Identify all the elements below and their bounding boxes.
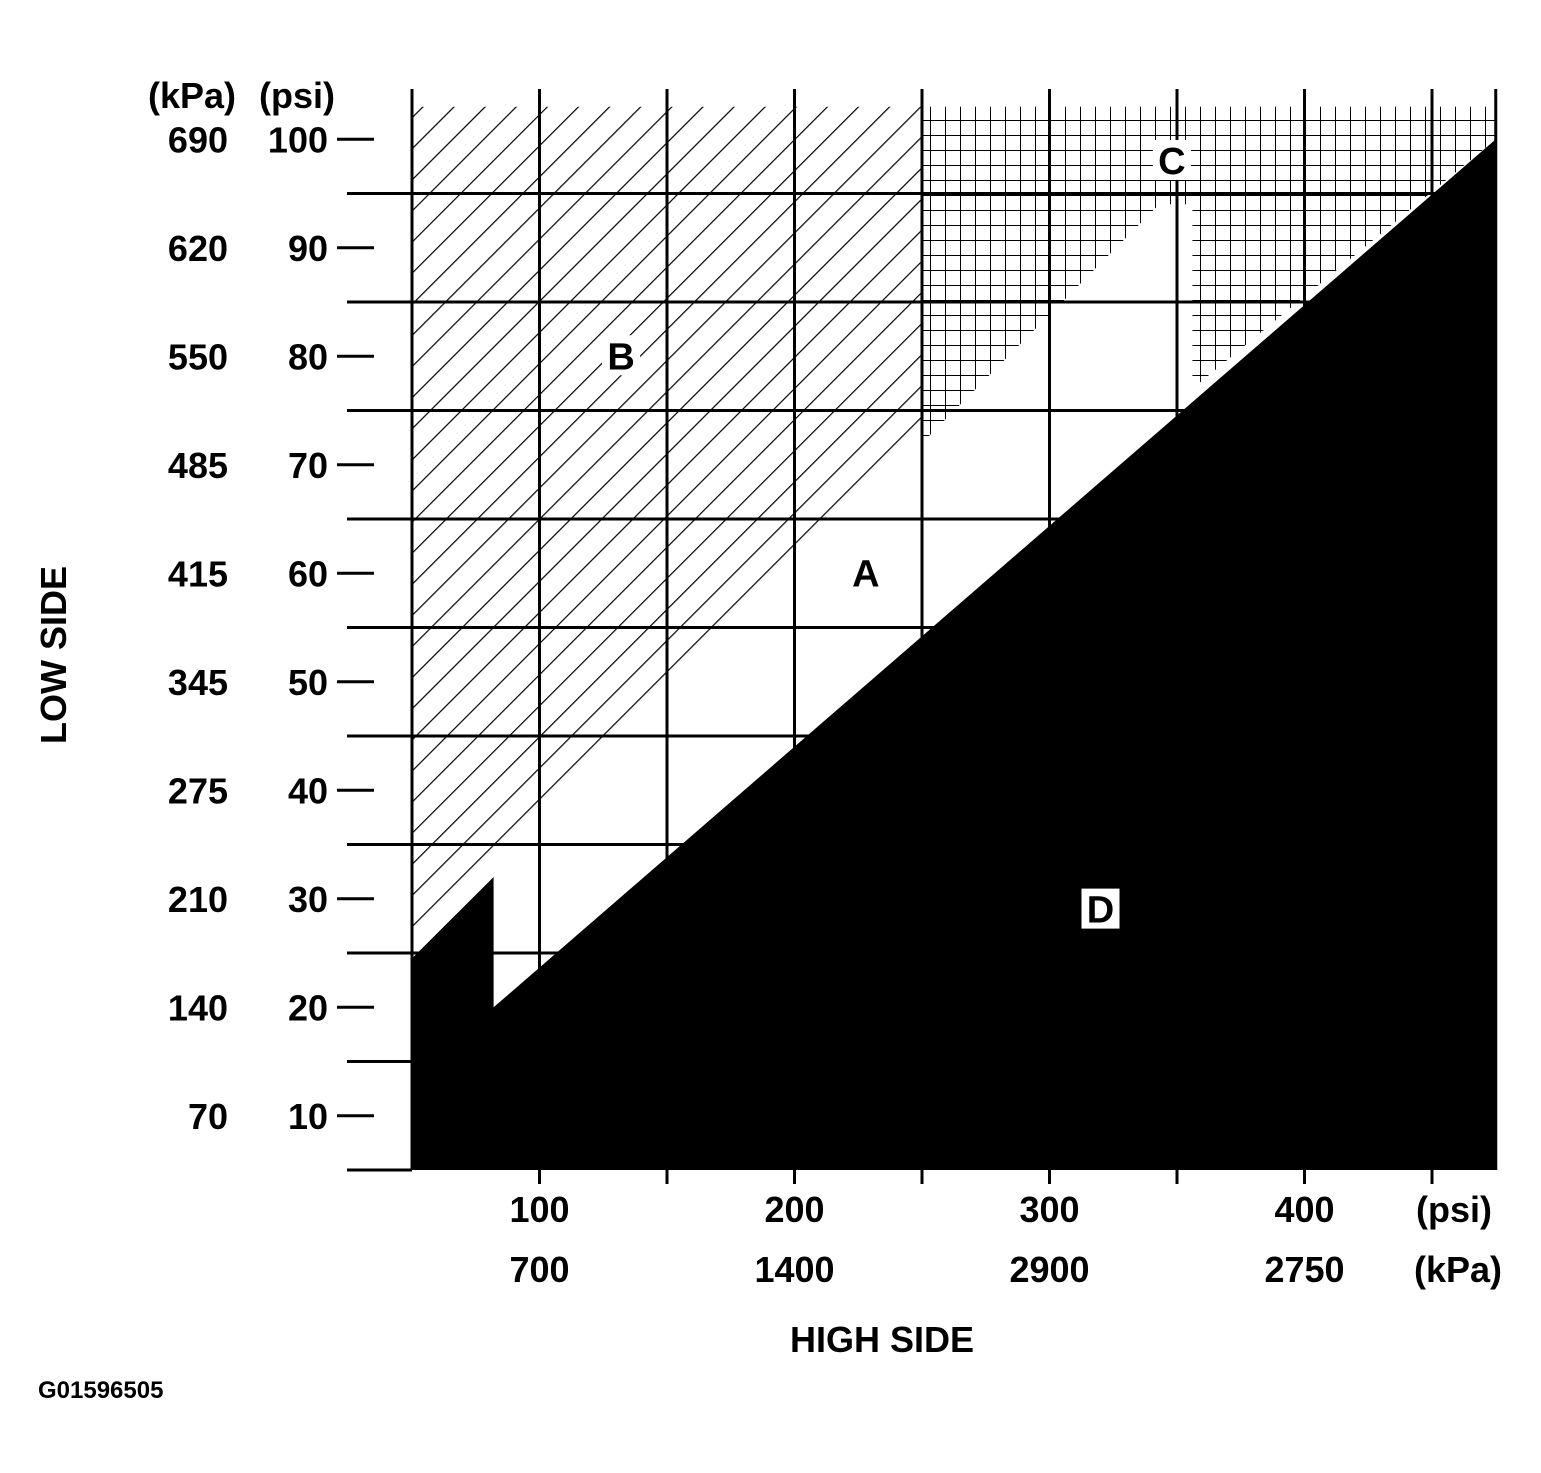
figure-id: G01596505 — [38, 1377, 163, 1404]
y-tick-kpa: 550 — [168, 336, 228, 377]
y-tick-labels: 690 100 620 90 550 80 485 70 415 60 345 50 275 40 210 3… — [168, 119, 374, 1137]
region-label-bg — [1152, 139, 1191, 180]
y-tick-psi: 40 — [288, 770, 328, 811]
y-tick-psi: 30 — [288, 879, 328, 920]
x-axis-title: HIGH SIDE — [790, 1319, 974, 1360]
y-tick-psi: 100 — [268, 119, 328, 160]
x-tick-kpa: 1400 — [754, 1249, 834, 1290]
x-tick-psi: 200 — [764, 1189, 824, 1230]
x-tick-kpa: 2750 — [1264, 1249, 1344, 1290]
y-tick-kpa: 140 — [168, 987, 228, 1028]
region-labels: A B C D — [602, 139, 1191, 932]
y-tick-kpa: 210 — [168, 879, 228, 920]
y-tick-kpa: 345 — [168, 662, 228, 703]
y-tick-kpa: 415 — [168, 553, 228, 594]
y-tick-psi: 60 — [288, 553, 328, 594]
x-tick-kpa: 700 — [509, 1249, 569, 1290]
region-label-bg — [846, 552, 885, 593]
horizontal-tick-lines — [347, 192, 412, 1172]
x-tick-labels: 100 700 200 1400 300 2900 400 2750 — [509, 1170, 1434, 1290]
region-label-bg — [1081, 888, 1120, 929]
y-unit-kpa-header: (kPa) — [148, 75, 236, 116]
chart-regions — [412, 106, 1496, 1170]
region-label-b: B — [607, 336, 634, 378]
y-tick-kpa: 485 — [168, 445, 228, 486]
region-label-d: D — [1087, 890, 1114, 932]
y-unit-psi-header: (psi) — [259, 75, 335, 116]
x-tick-psi: 400 — [1274, 1189, 1334, 1230]
y-tick-psi: 90 — [288, 228, 328, 269]
x-tick-psi: 100 — [509, 1189, 569, 1230]
region-label-c: C — [1158, 141, 1185, 183]
y-tick-psi: 80 — [288, 336, 328, 377]
region-label-bg — [602, 335, 641, 376]
y-tick-kpa: 690 — [168, 119, 228, 160]
x-unit-kpa-label: (kPa) — [1414, 1249, 1502, 1290]
y-axis-title: LOW SIDE — [33, 566, 74, 744]
y-tick-psi: 70 — [288, 445, 328, 486]
y-tick-kpa: 275 — [168, 770, 228, 811]
x-unit-psi-label: (psi) — [1416, 1189, 1492, 1230]
region-d — [412, 139, 1496, 1170]
y-tick-psi: 50 — [288, 662, 328, 703]
x-tick-psi: 300 — [1019, 1189, 1079, 1230]
y-tick-psi: 20 — [288, 987, 328, 1028]
y-tick-kpa: 620 — [168, 228, 228, 269]
region-c — [922, 106, 1496, 444]
x-tick-kpa: 2900 — [1009, 1249, 1089, 1290]
y-tick-kpa: 70 — [188, 1096, 228, 1137]
y-tick-psi: 10 — [288, 1096, 328, 1137]
region-label-a: A — [852, 553, 879, 595]
